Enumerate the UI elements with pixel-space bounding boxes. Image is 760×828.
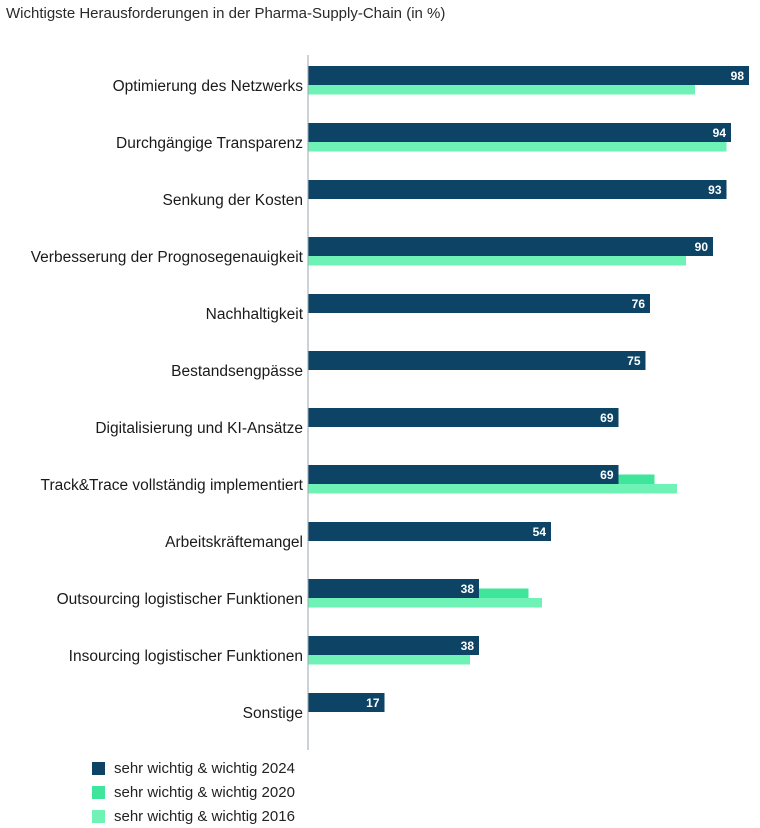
bar-2024 bbox=[308, 237, 713, 256]
legend-swatch-2024 bbox=[92, 761, 105, 775]
category-label: Sonstige bbox=[243, 705, 303, 722]
legend-label-2024: sehr wichtig & wichtig 2024 bbox=[114, 759, 295, 777]
data-label: 75 bbox=[627, 354, 641, 368]
data-label: 69 bbox=[600, 411, 614, 425]
category-label: Durchgängige Transparenz bbox=[116, 135, 303, 152]
category-label: Track&Trace vollständig implementiert bbox=[41, 477, 304, 494]
data-label: 94 bbox=[713, 126, 727, 140]
category-label: Insourcing logistischer Funktionen bbox=[69, 648, 303, 665]
bar-2024 bbox=[308, 66, 749, 85]
bar-2024 bbox=[308, 693, 385, 712]
legend-item-2024: sehr wichtig & wichtig 2024 bbox=[92, 756, 295, 780]
bar-2024 bbox=[308, 123, 731, 142]
legend-swatch-2016 bbox=[92, 809, 105, 823]
data-label: 54 bbox=[533, 525, 547, 539]
category-label: Optimierung des Netzwerks bbox=[113, 78, 304, 95]
bar-2016 bbox=[308, 142, 727, 152]
bar-2024 bbox=[308, 636, 479, 655]
bar-2024 bbox=[308, 294, 650, 313]
category-label: Bestandsengpässe bbox=[171, 363, 303, 380]
data-label: 76 bbox=[632, 297, 646, 311]
bar-2024 bbox=[308, 408, 619, 427]
legend-label-2020: sehr wichtig & wichtig 2020 bbox=[114, 783, 295, 801]
chart-title: Wichtigste Herausforderungen in der Phar… bbox=[6, 5, 446, 22]
bar-2016 bbox=[308, 655, 470, 665]
legend-label-2016: sehr wichtig & wichtig 2016 bbox=[114, 807, 295, 825]
bar-2016 bbox=[308, 256, 686, 266]
category-label: Senkung der Kosten bbox=[163, 192, 303, 209]
category-label: Arbeitskräftemangel bbox=[165, 534, 303, 551]
bar-2016 bbox=[308, 598, 542, 608]
data-label: 38 bbox=[461, 582, 475, 596]
legend: sehr wichtig & wichtig 2024 sehr wichtig… bbox=[92, 756, 295, 828]
category-label: Verbesserung der Prognosegenauigkeit bbox=[31, 249, 304, 266]
legend-item-2016: sehr wichtig & wichtig 2016 bbox=[92, 804, 295, 828]
data-label: 17 bbox=[366, 696, 380, 710]
data-label: 98 bbox=[731, 69, 745, 83]
legend-swatch-2020 bbox=[92, 785, 105, 799]
data-label: 90 bbox=[695, 240, 709, 254]
bar-2024 bbox=[308, 180, 727, 199]
category-label: Nachhaltigkeit bbox=[206, 306, 304, 323]
bar-2016 bbox=[308, 484, 677, 494]
bar-2024 bbox=[308, 579, 479, 598]
category-label: Outsourcing logistischer Funktionen bbox=[57, 591, 303, 608]
data-label: 69 bbox=[600, 468, 614, 482]
category-label: Digitalisierung und KI-Ansätze bbox=[95, 420, 303, 437]
bar-2024 bbox=[308, 351, 646, 370]
data-label: 93 bbox=[708, 183, 722, 197]
legend-item-2020: sehr wichtig & wichtig 2020 bbox=[92, 780, 295, 804]
bar-2024 bbox=[308, 465, 619, 484]
bar-2016 bbox=[308, 85, 695, 95]
bar-2024 bbox=[308, 522, 551, 541]
data-label: 38 bbox=[461, 639, 475, 653]
